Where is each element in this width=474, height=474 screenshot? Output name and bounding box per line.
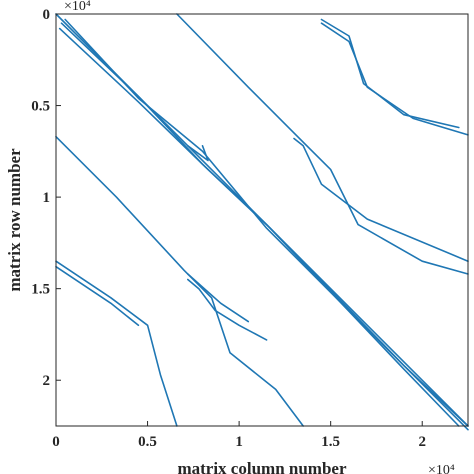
band-line-8 xyxy=(187,145,209,162)
band-line-6 xyxy=(320,18,460,129)
band-line-10 xyxy=(55,260,178,427)
x-tick-label: 1.5 xyxy=(321,434,340,450)
band-line-4 xyxy=(176,13,469,275)
y-tick-label: 0.5 xyxy=(31,99,50,115)
plot-area xyxy=(55,13,469,431)
y-tick-label: 1.5 xyxy=(31,282,50,298)
axis-ticks: 0 0.5 1 1.5 2 0 0.5 1 1.5 2 xyxy=(31,7,426,450)
band-line-7 xyxy=(55,135,305,427)
band-line-11 xyxy=(55,265,140,327)
x-exponent-label: ×10⁴ xyxy=(428,463,455,474)
band-line-5 xyxy=(320,22,469,136)
band-line-2 xyxy=(64,18,469,431)
band-line-3 xyxy=(58,27,460,427)
x-axis-label: matrix column number xyxy=(177,459,347,474)
x-tick-label: 1 xyxy=(235,434,243,450)
x-tick-label: 0.5 xyxy=(138,434,157,450)
y-exponent-label: ×10⁴ xyxy=(64,0,91,14)
y-tick-label: 2 xyxy=(43,373,51,389)
axes-frame xyxy=(55,13,469,427)
x-tick-label: 0 xyxy=(52,434,60,450)
y-tick-label: 1 xyxy=(43,190,51,206)
band-line-9 xyxy=(293,137,469,263)
x-tick-label: 2 xyxy=(418,434,426,450)
band-line-12 xyxy=(187,278,268,341)
y-tick-label: 0 xyxy=(43,7,51,23)
y-axis-label: matrix row number xyxy=(5,148,24,292)
band-line-13 xyxy=(187,273,250,323)
